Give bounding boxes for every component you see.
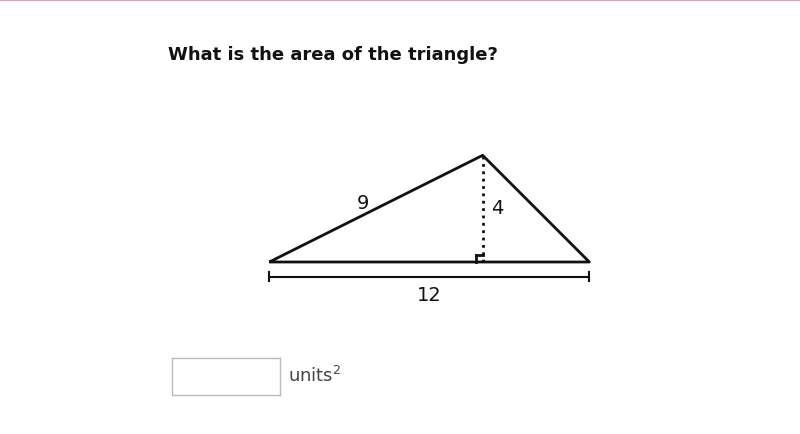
Text: 12: 12 xyxy=(417,286,442,305)
Text: 4: 4 xyxy=(491,199,503,218)
Text: What is the area of the triangle?: What is the area of the triangle? xyxy=(168,46,498,63)
Text: units$^2$: units$^2$ xyxy=(288,366,341,386)
Text: 9: 9 xyxy=(357,194,369,213)
